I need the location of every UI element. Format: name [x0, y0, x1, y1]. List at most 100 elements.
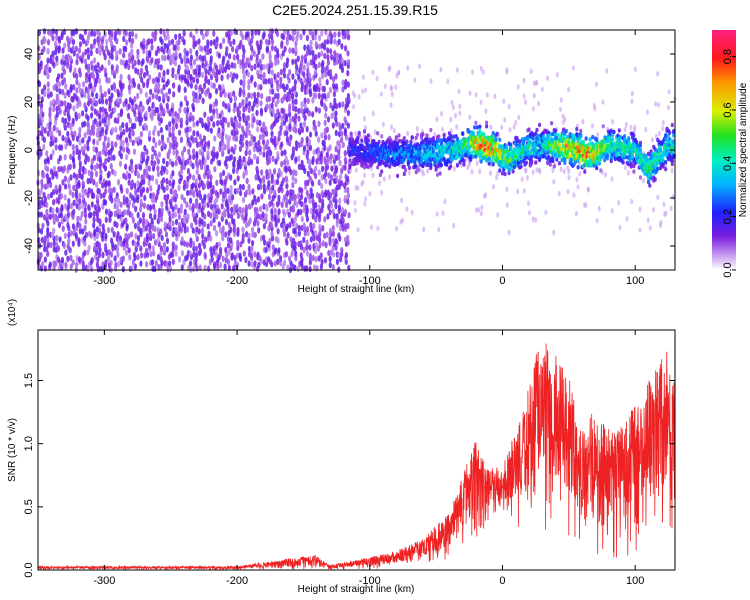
spectrogram-point: [229, 184, 233, 192]
spectrogram-point: [335, 213, 339, 220]
spectrogram-point: [103, 108, 108, 115]
spectrogram-point: [273, 168, 277, 175]
spectrogram-point: [236, 212, 240, 219]
spectrogram-point: [101, 261, 105, 268]
spectrogram-point: [333, 31, 337, 38]
spectrogram-point: [518, 139, 522, 144]
spectrogram-point: [46, 156, 50, 163]
spectrogram-point: [413, 77, 417, 83]
spectrogram-point: [305, 49, 309, 57]
spectrogram-point: [103, 116, 107, 124]
spectrogram-point: [314, 208, 319, 215]
spectrogram-point: [219, 247, 223, 254]
spectrogram-point: [308, 259, 312, 266]
spectrogram-point: [334, 238, 338, 245]
spectrogram-point: [57, 81, 62, 88]
spectrogram-point: [188, 250, 192, 257]
spectrogram-point: [313, 34, 317, 41]
spectrogram-point: [302, 236, 306, 243]
spectrogram-point: [235, 187, 240, 195]
spectrogram-point: [312, 264, 316, 271]
spectrogram-point: [314, 216, 318, 223]
spectrogram-point: [288, 34, 292, 41]
spectrogram-point: [493, 93, 497, 100]
spectrogram-point: [119, 91, 123, 98]
spectrogram-point: [354, 130, 358, 137]
spectrogram-point: [353, 199, 357, 206]
spectrogram-point: [211, 67, 215, 75]
spectrogram-point: [297, 224, 301, 232]
spectrogram-point: [189, 59, 193, 67]
spectrogram-point: [209, 220, 213, 227]
spectrogram-point: [251, 105, 255, 112]
spectrogram-point: [276, 237, 280, 244]
spectrogram-point: [393, 162, 397, 167]
spectrogram-point: [48, 111, 52, 118]
spectrogram-point: [180, 203, 184, 210]
spectrogram-point: [207, 192, 211, 200]
spectrogram-point: [232, 72, 236, 79]
spectrogram-point: [84, 218, 88, 225]
spectrogram-point: [167, 148, 172, 155]
spectrogram-point: [244, 149, 248, 157]
spectrogram-point: [143, 252, 147, 259]
spectrogram-point: [113, 202, 117, 210]
spectrogram-point: [195, 245, 199, 252]
spectrogram-point: [119, 201, 123, 208]
spectrogram-point: [511, 169, 515, 174]
spectrogram-point: [191, 265, 196, 273]
spectrogram-point: [343, 116, 347, 123]
spectrogram-point: [174, 33, 178, 41]
spectrogram-point: [141, 186, 146, 193]
spectrogram-point: [233, 102, 237, 109]
spectrogram-point: [147, 38, 151, 45]
spectrogram-point: [167, 88, 172, 95]
spectrogram-point: [485, 120, 489, 126]
spectrogram-point: [152, 250, 156, 257]
spectrogram-point: [274, 221, 278, 228]
spectrogram-point: [321, 225, 325, 232]
spectrogram-point: [551, 158, 555, 164]
spectrogram-point: [362, 165, 367, 170]
spectrogram-point: [669, 205, 673, 212]
spectrogram-point: [258, 145, 262, 152]
spectrogram-point: [522, 77, 526, 84]
spectrogram-point: [247, 106, 251, 114]
spectrogram-point: [118, 160, 123, 168]
spectrogram-point: [177, 184, 181, 191]
spectrogram-point: [213, 224, 217, 232]
spectrogram-point: [159, 216, 164, 223]
spectrogram-point: [56, 245, 61, 252]
spectrogram-point: [231, 194, 235, 201]
spectrogram-point: [116, 117, 120, 125]
spectrogram-point: [394, 84, 398, 90]
spectrogram-point: [317, 34, 322, 42]
spectrogram-point: [71, 191, 75, 199]
spectrogram-point: [284, 155, 288, 162]
spectrogram-point: [168, 158, 172, 165]
spectrogram-point: [646, 109, 649, 116]
spectrogram-point: [552, 164, 556, 169]
spectrogram-point: [275, 48, 280, 55]
spectrogram-point: [321, 240, 325, 247]
spectrogram-point: [308, 159, 312, 166]
spectrogram-point: [405, 139, 409, 144]
spectrogram-point: [170, 251, 175, 259]
spectrogram-point: [557, 161, 562, 166]
spectrogram-point: [254, 29, 258, 36]
spectrogram-point: [344, 45, 348, 52]
spectrogram-point: [46, 227, 50, 234]
spectrogram-point: [218, 132, 222, 139]
spectrogram-point: [110, 197, 114, 204]
spectrogram-point: [563, 160, 567, 165]
spectrogram-point: [360, 138, 364, 143]
spectrogram-point: [230, 116, 234, 124]
spectrogram-point: [55, 55, 59, 62]
spectrogram-point: [259, 84, 263, 91]
spectrogram-point: [378, 172, 382, 178]
spectrogram-point: [303, 197, 308, 204]
spectrogram-point: [299, 193, 304, 200]
spectrogram-point: [247, 57, 251, 64]
spectrogram-point: [77, 97, 81, 105]
spectrogram-point: [155, 178, 159, 185]
